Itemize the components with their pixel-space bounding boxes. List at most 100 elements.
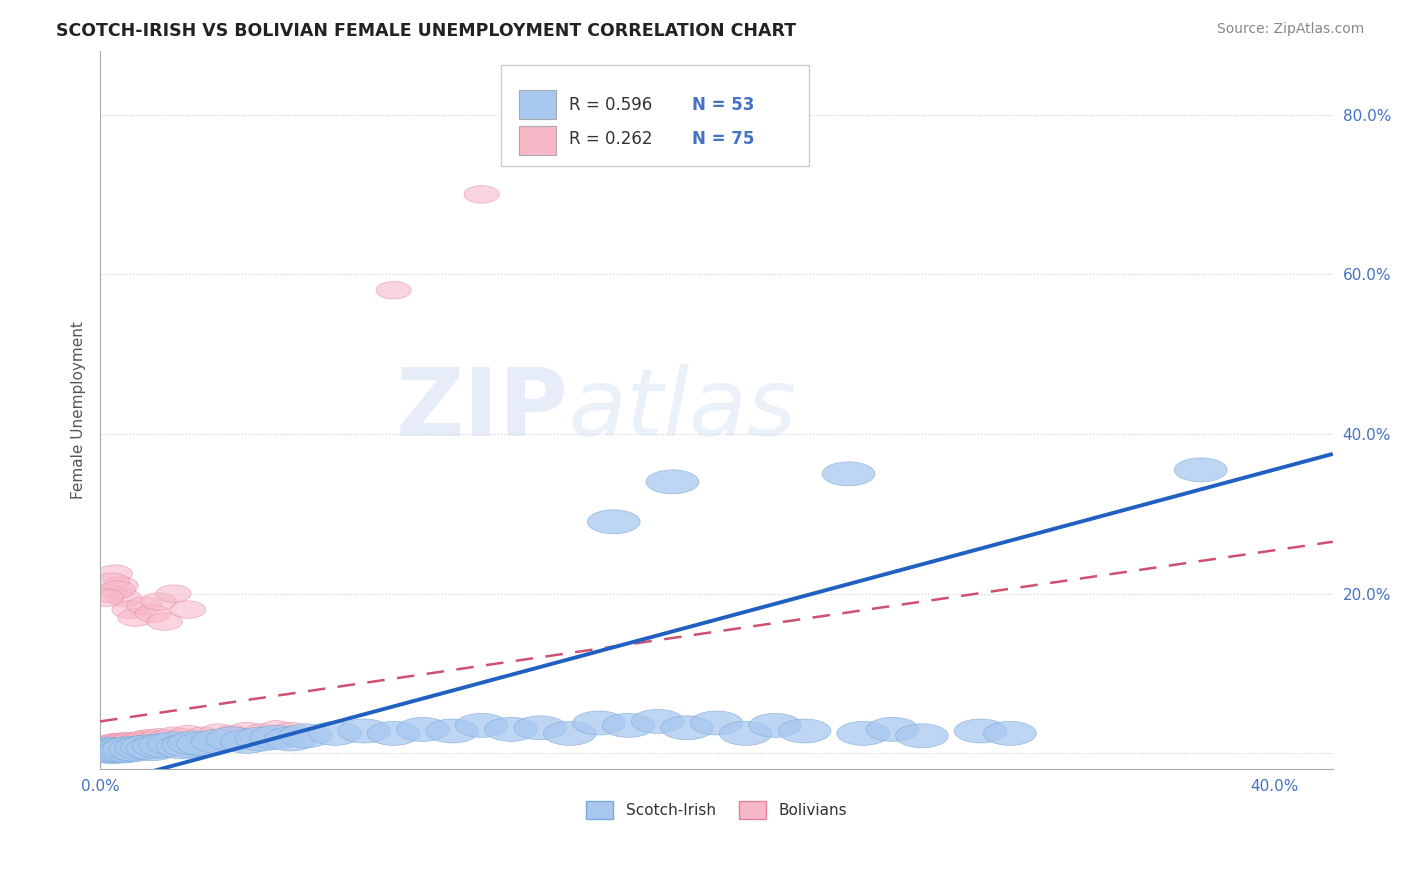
Ellipse shape: [141, 729, 176, 746]
Ellipse shape: [280, 723, 332, 747]
Ellipse shape: [337, 719, 391, 743]
FancyBboxPatch shape: [501, 65, 808, 166]
Ellipse shape: [135, 731, 170, 748]
Ellipse shape: [112, 732, 148, 750]
Ellipse shape: [89, 739, 141, 762]
Ellipse shape: [264, 727, 318, 751]
Ellipse shape: [464, 186, 499, 203]
Ellipse shape: [105, 735, 141, 753]
Ellipse shape: [86, 744, 121, 761]
Ellipse shape: [165, 729, 200, 746]
Ellipse shape: [86, 743, 121, 761]
Ellipse shape: [170, 601, 205, 618]
Ellipse shape: [100, 736, 135, 754]
Ellipse shape: [108, 738, 162, 761]
Ellipse shape: [148, 731, 200, 756]
Ellipse shape: [115, 736, 167, 760]
Ellipse shape: [250, 725, 302, 749]
Ellipse shape: [97, 735, 132, 753]
Ellipse shape: [105, 589, 141, 607]
Ellipse shape: [100, 733, 135, 751]
Ellipse shape: [127, 597, 162, 615]
Ellipse shape: [97, 739, 132, 757]
Ellipse shape: [94, 736, 129, 754]
Ellipse shape: [108, 734, 145, 752]
Ellipse shape: [661, 715, 713, 739]
Ellipse shape: [837, 722, 890, 746]
Ellipse shape: [86, 741, 121, 759]
Ellipse shape: [186, 727, 221, 745]
Ellipse shape: [86, 739, 138, 764]
Ellipse shape: [91, 741, 127, 759]
Ellipse shape: [543, 722, 596, 746]
Ellipse shape: [778, 719, 831, 743]
Ellipse shape: [602, 714, 655, 738]
Ellipse shape: [103, 737, 138, 754]
Ellipse shape: [112, 601, 148, 618]
Ellipse shape: [588, 510, 640, 533]
Ellipse shape: [118, 733, 153, 751]
Text: atlas: atlas: [568, 365, 797, 456]
Ellipse shape: [97, 739, 132, 756]
Ellipse shape: [127, 737, 180, 761]
FancyBboxPatch shape: [519, 126, 557, 155]
Ellipse shape: [97, 737, 132, 754]
Ellipse shape: [103, 734, 138, 752]
Ellipse shape: [823, 462, 875, 486]
Ellipse shape: [89, 740, 124, 758]
Ellipse shape: [118, 609, 153, 626]
Ellipse shape: [170, 725, 205, 743]
Ellipse shape: [148, 731, 183, 747]
Ellipse shape: [308, 722, 361, 746]
Ellipse shape: [86, 739, 121, 757]
Ellipse shape: [235, 727, 288, 751]
Ellipse shape: [984, 722, 1036, 746]
Ellipse shape: [259, 721, 294, 739]
Ellipse shape: [229, 723, 264, 739]
Ellipse shape: [215, 725, 250, 743]
Text: R = 0.596: R = 0.596: [568, 95, 652, 113]
Ellipse shape: [103, 577, 138, 594]
Ellipse shape: [243, 723, 280, 741]
Ellipse shape: [91, 739, 127, 757]
Text: SCOTCH-IRISH VS BOLIVIAN FEMALE UNEMPLOYMENT CORRELATION CHART: SCOTCH-IRISH VS BOLIVIAN FEMALE UNEMPLOY…: [56, 22, 796, 40]
Ellipse shape: [129, 732, 165, 750]
Ellipse shape: [375, 282, 411, 299]
Ellipse shape: [91, 739, 127, 756]
Text: Source: ZipAtlas.com: Source: ZipAtlas.com: [1216, 22, 1364, 37]
Ellipse shape: [485, 717, 537, 741]
Ellipse shape: [1174, 458, 1227, 482]
Text: R = 0.262: R = 0.262: [568, 130, 652, 148]
Ellipse shape: [105, 738, 141, 755]
Ellipse shape: [135, 605, 170, 623]
Ellipse shape: [94, 738, 148, 761]
Ellipse shape: [108, 737, 145, 754]
Ellipse shape: [100, 739, 135, 756]
Ellipse shape: [105, 732, 141, 750]
Ellipse shape: [89, 738, 124, 755]
Ellipse shape: [205, 727, 259, 751]
Ellipse shape: [91, 585, 127, 602]
Ellipse shape: [572, 711, 626, 735]
Legend: Scotch-Irish, Bolivians: Scotch-Irish, Bolivians: [578, 793, 855, 826]
Ellipse shape: [456, 714, 508, 738]
Ellipse shape: [396, 717, 450, 741]
Ellipse shape: [103, 739, 138, 756]
Ellipse shape: [100, 581, 135, 599]
Ellipse shape: [221, 730, 273, 754]
Ellipse shape: [148, 613, 183, 631]
Ellipse shape: [94, 740, 129, 758]
Ellipse shape: [156, 727, 191, 745]
Ellipse shape: [100, 739, 153, 762]
Ellipse shape: [367, 722, 420, 746]
Ellipse shape: [631, 709, 685, 733]
Ellipse shape: [132, 730, 167, 747]
Ellipse shape: [115, 735, 150, 753]
Ellipse shape: [127, 731, 162, 747]
Ellipse shape: [80, 738, 132, 761]
Y-axis label: Female Unemployment: Female Unemployment: [72, 321, 86, 499]
Ellipse shape: [89, 742, 124, 760]
Ellipse shape: [896, 723, 948, 747]
FancyBboxPatch shape: [519, 90, 557, 119]
Ellipse shape: [94, 573, 129, 591]
